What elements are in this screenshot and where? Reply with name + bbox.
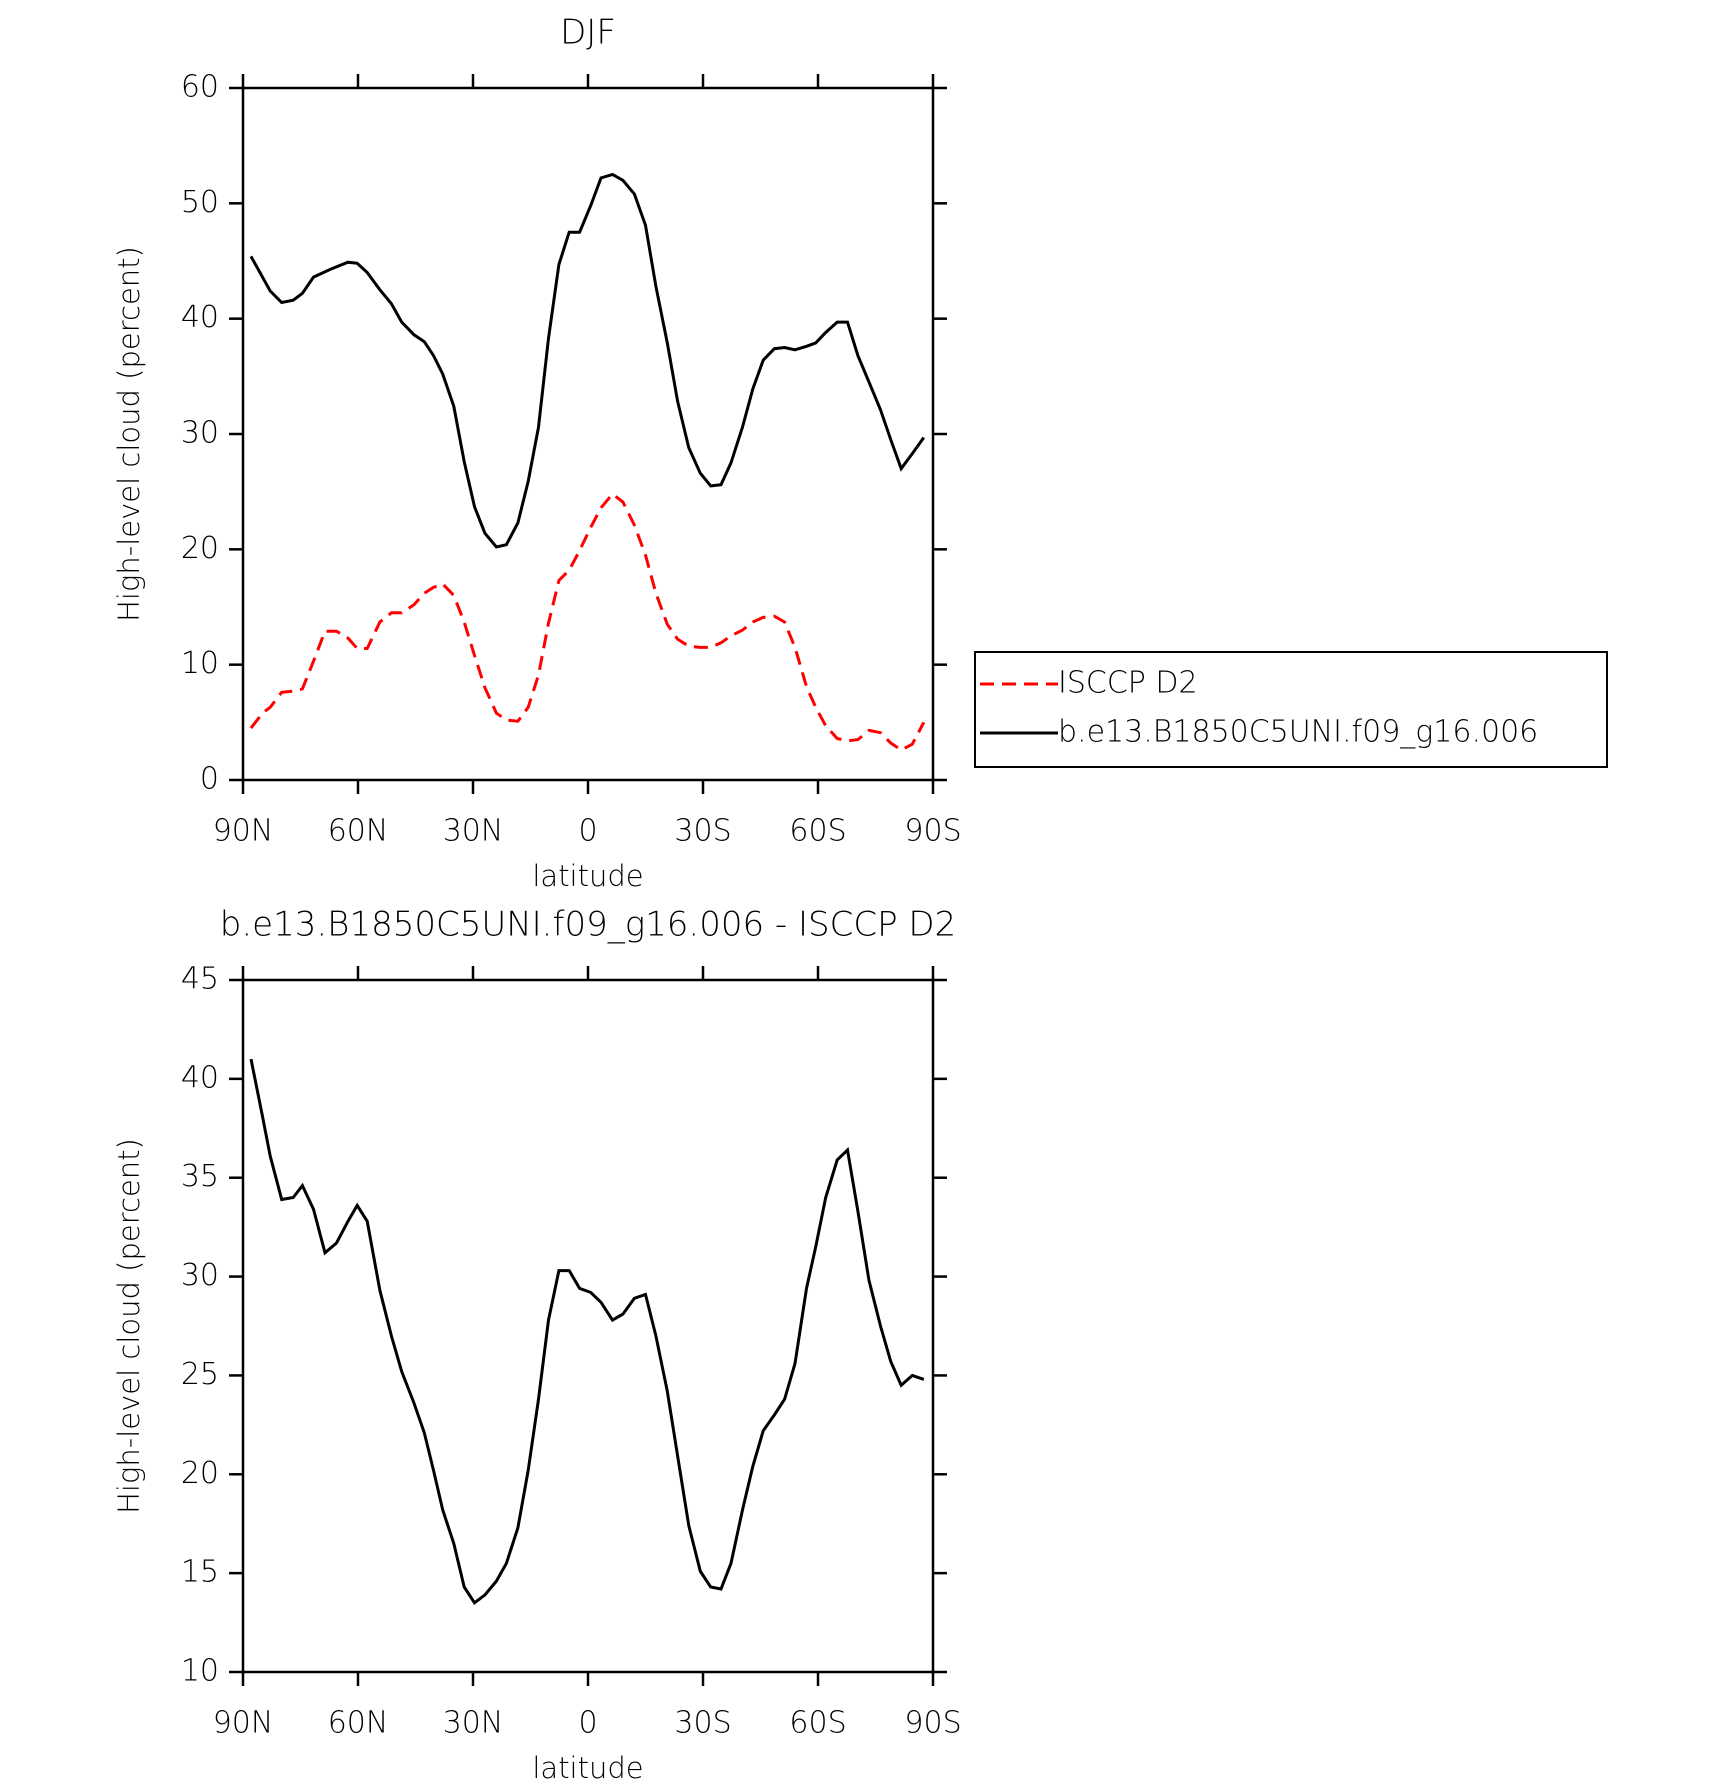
x-tick-label: 30S: [674, 1706, 731, 1741]
plot-frame: [241, 978, 935, 1674]
x-tick-label: 90S: [904, 814, 961, 849]
y-tick-label: 40: [181, 300, 219, 335]
y-tick-label: 45: [181, 962, 219, 997]
data-line: [249, 172, 926, 549]
x-tick-label: 0: [578, 814, 597, 849]
x-tick-label: 30S: [674, 814, 731, 849]
x-tick-label: 90N: [213, 1706, 274, 1741]
x-axis-label: latitude: [532, 859, 643, 893]
y-tick-label: 0: [200, 762, 219, 797]
y-tick-label: 40: [181, 1060, 219, 1095]
legend-label: ISCCP D2: [1058, 666, 1198, 701]
plot-frame: [241, 86, 935, 782]
chart-title: DJF: [560, 13, 616, 53]
legend-box: [974, 651, 1608, 768]
y-tick-label: 20: [181, 1456, 219, 1491]
x-tick-label: 60N: [328, 1706, 389, 1741]
legend-label: b.e13.B1850C5UNI.f09_g16.006: [1058, 715, 1538, 750]
x-tick-label: 90S: [904, 1706, 961, 1741]
y-tick-label: 60: [181, 70, 219, 105]
y-tick-label: 10: [181, 1654, 219, 1689]
y-axis-label: High-level cloud (percent): [112, 246, 146, 622]
y-tick-label: 30: [181, 1258, 219, 1293]
x-tick-label: 30N: [443, 814, 504, 849]
chart-title: b.e13.B1850C5UNI.f09_g16.006 - ISCCP D2: [220, 905, 956, 945]
data-line: [249, 491, 926, 752]
x-tick-label: 90N: [213, 814, 274, 849]
x-axis-label: latitude: [532, 1751, 643, 1783]
x-tick-label: 60N: [328, 814, 389, 849]
x-tick-label: 0: [578, 1706, 597, 1741]
y-tick-label: 20: [181, 531, 219, 566]
x-tick-label: 60S: [789, 1706, 846, 1741]
y-axis-label: High-level cloud (percent): [112, 1138, 146, 1514]
data-line: [249, 1058, 925, 1605]
y-tick-label: 30: [181, 416, 219, 451]
y-tick-label: 50: [181, 185, 219, 220]
x-tick-label: 60S: [789, 814, 846, 849]
x-tick-label: 30N: [443, 1706, 504, 1741]
y-tick-label: 25: [181, 1357, 219, 1392]
y-tick-label: 15: [181, 1555, 219, 1590]
y-tick-label: 10: [181, 646, 219, 681]
y-tick-label: 35: [181, 1159, 219, 1194]
